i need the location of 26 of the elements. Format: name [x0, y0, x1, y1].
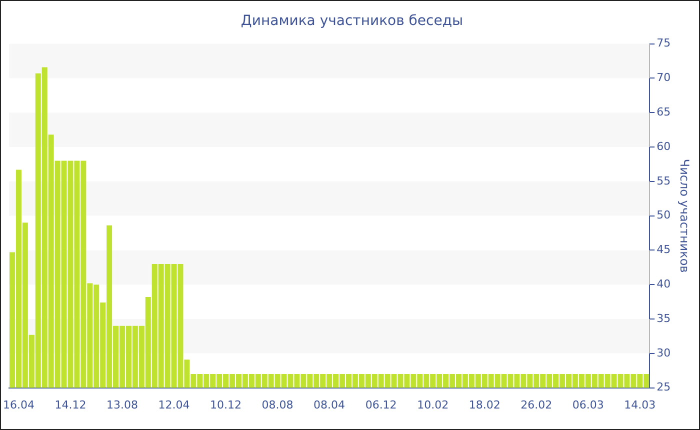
x-tick-label: 13.08	[106, 398, 138, 412]
y-tick-label: 40	[656, 277, 671, 290]
x-tick-label: 18.02	[468, 398, 500, 412]
y-tick-label: 35	[656, 312, 671, 325]
y-tick-label: 55	[656, 174, 671, 188]
x-tick-label: 06.12	[365, 398, 397, 412]
x-tick-label: 08.08	[262, 398, 294, 412]
y-tick-label: 75	[656, 36, 671, 50]
y-tick-label: 50	[656, 208, 671, 222]
x-tick-label: 10.12	[210, 398, 242, 412]
x-tick-label: 12.04	[158, 398, 190, 412]
x-tick-label: 14.03	[624, 398, 656, 412]
y-tick-label: 45	[656, 243, 671, 256]
y-axis-title: Число участников	[678, 158, 692, 273]
y-tick-label: 60	[656, 140, 671, 153]
x-tick-label: 16.04	[2, 398, 34, 412]
x-tick-label: 26.02	[520, 398, 552, 412]
x-tick-label: 06.03	[572, 398, 604, 412]
y-tick-label: 25	[656, 380, 671, 394]
x-tick-label: 08.04	[314, 398, 346, 412]
x-tick-label: 10.02	[417, 398, 449, 412]
y-tick-label: 70	[656, 71, 671, 84]
y-tick-label: 65	[656, 105, 671, 118]
x-tick-label: 14.12	[54, 398, 86, 412]
chart-title: Динамика участников беседы	[240, 13, 464, 30]
y-tick-label: 30	[656, 346, 671, 360]
